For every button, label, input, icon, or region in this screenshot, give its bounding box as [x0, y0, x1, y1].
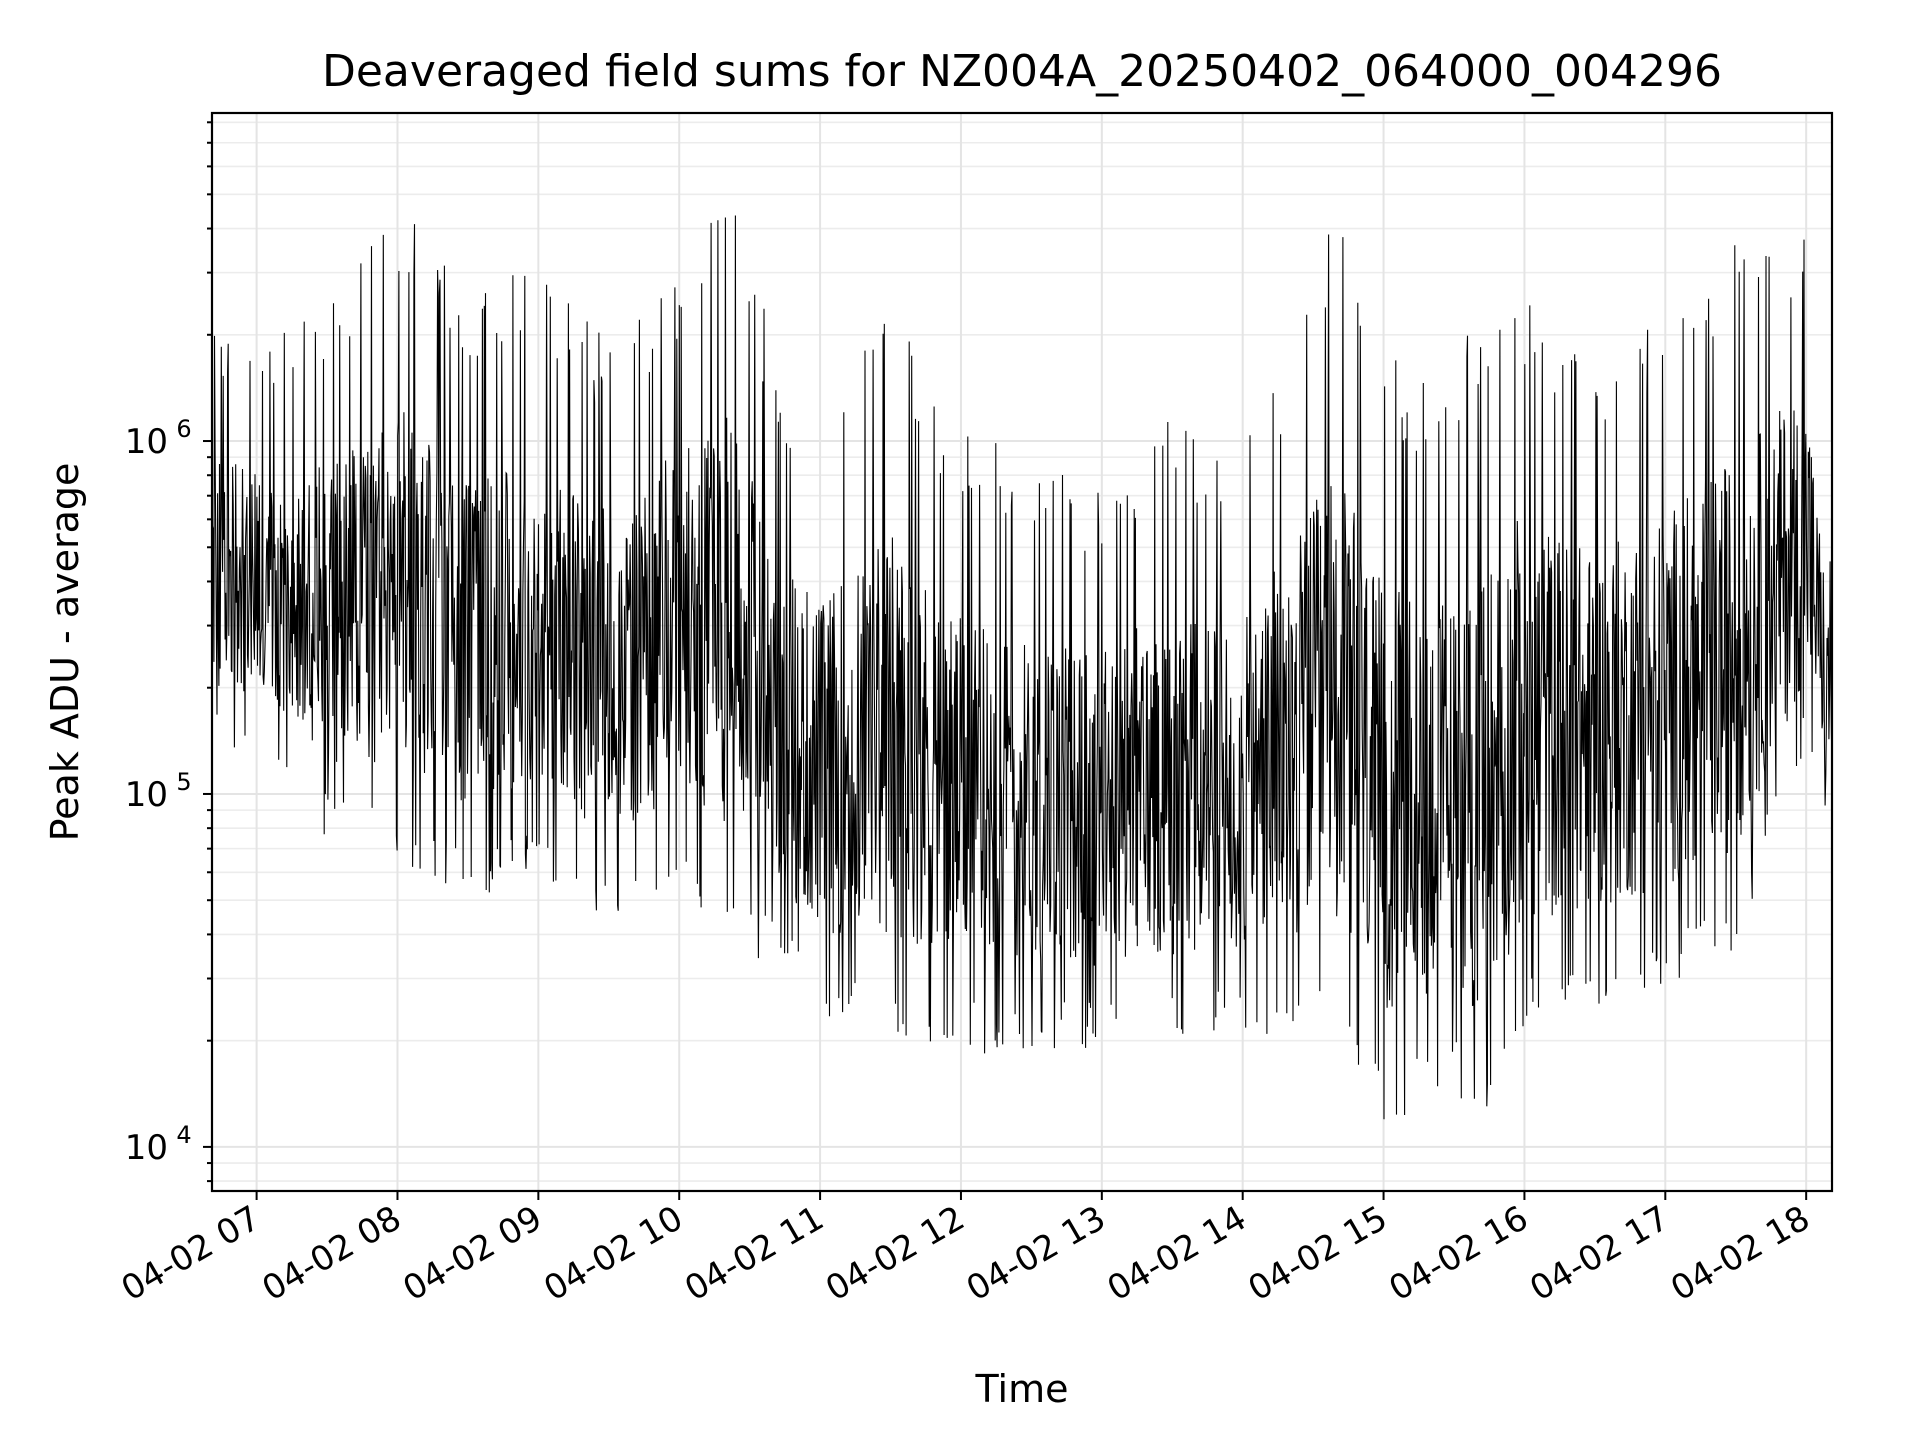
y-tick-label: 10 [125, 422, 168, 462]
x-tick-label: 04-02 16 [1383, 1198, 1535, 1309]
y-axis-label: Peak ADU - average [43, 463, 87, 842]
x-tick-label: 04-02 14 [1101, 1198, 1253, 1309]
y-tick-exponent: 5 [176, 768, 191, 796]
chart-title: Deaveraged field sums for NZ004A_2025040… [322, 46, 1722, 97]
x-tick-label: 04-02 12 [819, 1198, 971, 1309]
y-axis: 10 4 10 5 10 6 [125, 121, 212, 1183]
x-tick-label: 04-02 18 [1664, 1198, 1816, 1309]
plot-area-frame [210, 111, 1834, 1193]
x-tick-label: 04-02 08 [256, 1198, 408, 1309]
y-tick-exponent: 4 [176, 1121, 191, 1149]
x-tick-label: 04-02 17 [1523, 1198, 1675, 1309]
series-line-group [211, 215, 1833, 1120]
y-tick-exponent: 6 [176, 415, 191, 443]
x-tick-label: 04-02 10 [537, 1198, 689, 1309]
x-tick-label: 04-02 09 [396, 1198, 548, 1309]
y-tick-label: 10 [125, 1128, 168, 1168]
x-axis-label: Time [975, 1367, 1069, 1411]
x-tick-label: 04-02 11 [678, 1198, 830, 1309]
x-tick-label: 04-02 15 [1242, 1198, 1394, 1309]
series-line [211, 215, 1833, 1120]
x-tick-label: 04-02 07 [115, 1198, 267, 1309]
x-tick-label: 04-02 13 [960, 1198, 1112, 1309]
y-tick-label: 10 [125, 775, 168, 815]
